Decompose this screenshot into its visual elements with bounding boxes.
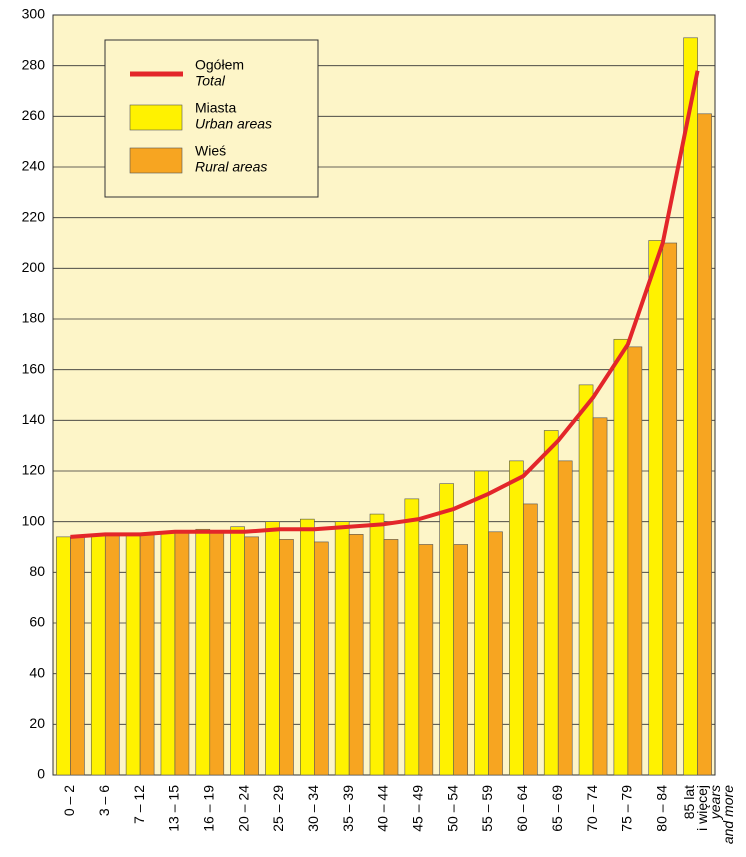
y-tick-label: 120	[22, 462, 46, 478]
bar	[488, 531, 503, 776]
y-tick-label: 60	[29, 614, 45, 630]
bar	[404, 498, 420, 776]
bar	[139, 534, 155, 776]
bar	[683, 37, 698, 776]
bar	[209, 531, 225, 776]
bar	[300, 518, 315, 776]
bar	[314, 541, 329, 776]
bar	[369, 513, 385, 776]
bar	[70, 536, 85, 776]
line	[70, 70, 700, 539]
bar	[160, 531, 176, 776]
bar	[543, 430, 559, 776]
y-tick-label: 240	[22, 158, 46, 174]
bar	[662, 242, 678, 776]
bar	[230, 526, 245, 776]
bar	[348, 534, 364, 776]
bar	[453, 544, 468, 776]
x-tick-label: 3 – 6	[96, 785, 112, 816]
bar	[523, 503, 538, 776]
bar	[104, 534, 120, 776]
bar	[334, 521, 350, 776]
y-tick-label: 200	[22, 259, 46, 275]
y-tick-label: 220	[22, 208, 46, 224]
x-tick-label: 80 – 84	[653, 785, 669, 832]
y-tick-label: 180	[22, 310, 46, 326]
legend-label: Ogółem	[195, 57, 244, 73]
bar	[474, 470, 489, 776]
bar	[627, 346, 643, 776]
x-tick-label: 16 – 19	[200, 785, 216, 832]
bar	[56, 536, 71, 776]
y-tick-label: 160	[22, 360, 46, 376]
bar	[265, 521, 280, 776]
bar	[557, 460, 573, 776]
y-tick-label: 100	[22, 512, 46, 528]
x-tick-label: 60 – 64	[514, 785, 530, 832]
bar	[383, 539, 399, 776]
x-tick-label: 25 – 29	[270, 785, 286, 832]
bar	[613, 338, 629, 776]
x-tick-label: 70 – 74	[584, 785, 600, 832]
x-tick-label: 20 – 24	[235, 785, 251, 832]
y-tick-label: 280	[22, 56, 46, 72]
legend-label: Total	[195, 73, 226, 89]
y-tick-label: 0	[37, 766, 45, 782]
legend-label: Rural areas	[195, 159, 267, 175]
bar	[90, 534, 106, 776]
y-tick-label: 140	[22, 411, 46, 427]
bar	[592, 417, 608, 776]
legend-label: Urban areas	[195, 116, 272, 132]
legend-swatch	[129, 147, 183, 174]
x-tick-label: 85 lat	[681, 785, 697, 819]
x-tick-label: 50 – 54	[444, 785, 460, 832]
bar	[418, 544, 434, 776]
x-tick-label: years	[707, 785, 723, 820]
x-tick-label: 30 – 34	[305, 785, 321, 832]
bar	[648, 240, 664, 776]
x-tick-label: and more	[720, 785, 736, 844]
bar	[125, 534, 141, 776]
y-tick-label: 40	[29, 664, 45, 680]
y-tick-label: 80	[29, 563, 45, 579]
y-tick-label: 300	[22, 6, 46, 22]
bar	[697, 113, 712, 776]
legend-label: Miasta	[195, 100, 236, 116]
x-tick-label: 0 – 2	[61, 785, 77, 816]
x-tick-label: 75 – 79	[619, 785, 635, 832]
bar	[509, 460, 524, 776]
y-tick-label: 20	[29, 715, 45, 731]
bar	[578, 384, 594, 776]
x-tick-label: 13 – 15	[166, 785, 182, 832]
y-tick-label: 260	[22, 107, 46, 123]
x-tick-label: 40 – 44	[375, 785, 391, 832]
bar	[439, 483, 454, 776]
legend-label: Wieś	[195, 143, 226, 159]
bar	[195, 528, 211, 776]
legend-swatch	[129, 104, 183, 131]
bar	[174, 531, 190, 776]
x-tick-label: i więcej	[694, 785, 710, 831]
bar	[279, 539, 294, 776]
x-tick-label: 65 – 69	[549, 785, 565, 832]
x-tick-label: 55 – 59	[479, 785, 495, 832]
bar	[244, 536, 259, 776]
x-tick-label: 35 – 39	[340, 785, 356, 832]
x-tick-label: 7 – 12	[131, 785, 147, 824]
x-tick-label: 45 – 49	[410, 785, 426, 832]
